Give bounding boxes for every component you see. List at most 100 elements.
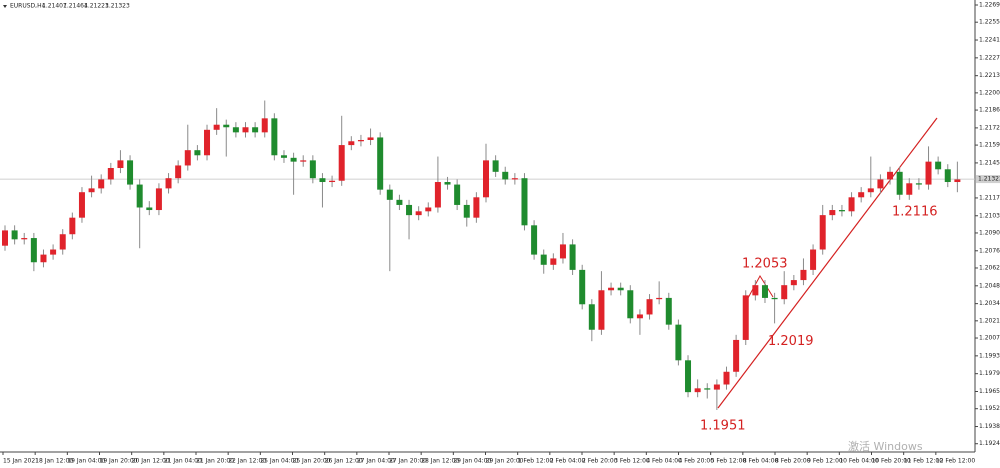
candle-body	[877, 179, 884, 189]
candle-body	[21, 238, 28, 240]
header-high: 1.21464	[63, 3, 88, 10]
y-tick-label: 1.20485	[979, 282, 1000, 289]
y-tick-label: 1.20760	[979, 247, 1000, 254]
candle-body	[685, 360, 692, 393]
candle-body	[559, 244, 566, 259]
price-annotation: 1.2116	[892, 204, 938, 219]
candle-body	[723, 371, 730, 385]
x-tick-label: 12 Feb 12:00	[936, 458, 976, 465]
y-tick-label: 1.21035	[979, 212, 1000, 219]
y-tick-label: 1.21725	[979, 124, 1000, 131]
candle-body	[444, 182, 451, 185]
y-tick-label: 1.19935	[979, 352, 1000, 359]
x-tick-label: 2 Feb 04:00	[550, 458, 586, 465]
candle-body	[906, 183, 913, 195]
candle-body	[69, 217, 76, 235]
candle-body	[675, 324, 682, 361]
x-tick-label: 20 Jan 12:00	[132, 458, 170, 465]
candle-body	[2, 230, 8, 246]
y-tick-label: 1.20625	[979, 264, 1000, 271]
y-tick-label: 1.19245	[979, 440, 1000, 447]
candle-body	[925, 161, 932, 185]
candle-body	[569, 244, 576, 270]
candle-body	[319, 178, 326, 183]
y-tick-label: 1.19795	[979, 370, 1000, 377]
candle-body	[194, 150, 201, 156]
candle-body	[117, 160, 124, 169]
candle-body	[531, 225, 538, 255]
x-tick-label: 29 Jan 04:00	[453, 458, 491, 465]
candle-body	[184, 150, 191, 166]
y-tick-label: 1.19380	[979, 423, 1000, 430]
candle-body	[867, 188, 874, 193]
candle-body	[935, 161, 942, 170]
candle-body	[204, 129, 211, 156]
x-tick-label: 4 Feb 20:00	[679, 458, 715, 465]
candle-body	[540, 254, 547, 265]
x-tick-label: 25 Jan 04:00	[260, 458, 298, 465]
candle-body	[50, 249, 57, 255]
x-tick-label: 26 Jan 12:00	[325, 458, 363, 465]
candle-body	[598, 290, 605, 330]
candle-body	[848, 197, 855, 212]
candle-body	[694, 388, 701, 393]
y-tick-label: 1.21175	[979, 194, 1000, 201]
candle-body	[146, 207, 153, 211]
candle-body	[656, 297, 663, 300]
x-tick-label: 8 Feb 04:00	[743, 458, 779, 465]
candle-body	[415, 211, 422, 216]
candle-body	[165, 178, 172, 189]
candle-body	[290, 157, 297, 162]
y-tick-label: 1.20075	[979, 335, 1000, 342]
x-tick-label: 22 Jan 12:00	[228, 458, 266, 465]
price-annotation: 1.2019	[768, 334, 814, 349]
candle-body	[127, 160, 134, 185]
candle-body	[896, 171, 903, 195]
candle-body	[627, 290, 634, 319]
candle-body	[242, 127, 249, 133]
x-tick-label: 1 Feb 12:00	[518, 458, 554, 465]
candle-body	[280, 155, 287, 158]
candle-body	[338, 145, 345, 181]
header-open: 1.21407	[42, 3, 67, 10]
candle-body	[107, 168, 114, 180]
chart-menu-icon[interactable]	[3, 5, 7, 8]
candle-body	[588, 304, 595, 330]
price-annotation: 1.2053	[742, 257, 788, 272]
y-tick-label: 1.22000	[979, 89, 1000, 96]
candle-body	[608, 287, 615, 291]
candle-body	[771, 297, 778, 300]
candle-body	[463, 204, 470, 218]
trendline	[717, 117, 938, 409]
candle-body	[261, 118, 268, 133]
candle-body	[367, 137, 374, 140]
candle-body	[838, 210, 845, 212]
y-tick-label: 1.21865	[979, 107, 1000, 114]
candle-body	[434, 182, 441, 208]
candle-body	[78, 192, 85, 218]
header-low: 1.21223	[84, 3, 109, 10]
candle-body	[550, 258, 557, 265]
candle-body	[483, 160, 489, 198]
candle-body	[88, 188, 95, 193]
candle-body	[223, 124, 230, 128]
candle-body	[300, 160, 307, 162]
candle-body	[810, 249, 817, 270]
candle-body	[704, 388, 711, 390]
y-tick-label: 1.22555	[979, 19, 1000, 26]
candle-body	[252, 127, 259, 133]
candle-body	[790, 280, 797, 286]
candle-body	[213, 124, 220, 130]
x-tick-label: 15 Jan 2021	[3, 458, 39, 465]
candle-body	[915, 183, 922, 185]
x-tick-label: 21 Jan 20:00	[196, 458, 234, 465]
candle-body	[175, 165, 182, 179]
candle-body	[329, 180, 336, 183]
candle-body	[742, 295, 749, 340]
last-price-box	[976, 175, 1000, 184]
x-tick-label: 27 Jan 04:00	[357, 458, 395, 465]
y-tick-label: 1.22275	[979, 54, 1000, 61]
candle-body	[30, 238, 37, 263]
candle-body	[136, 184, 143, 208]
